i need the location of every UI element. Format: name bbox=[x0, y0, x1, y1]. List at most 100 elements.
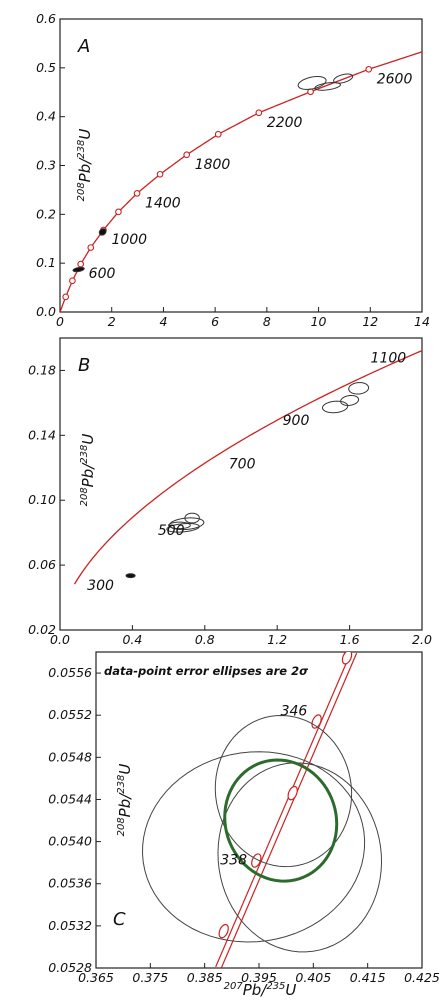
x-tick-label: 0.385 bbox=[187, 970, 223, 985]
axis-label-sup1: 208 bbox=[116, 817, 127, 836]
age-label: 500 bbox=[158, 523, 185, 539]
error-ellipse bbox=[217, 762, 383, 953]
age-marker bbox=[183, 151, 191, 159]
age-label: 1000 bbox=[111, 232, 147, 248]
y-tick-label: 0.0544 bbox=[48, 791, 92, 806]
axis-label-el1: Pb/ bbox=[243, 981, 269, 999]
y-tick-label: 0.5 bbox=[36, 60, 56, 75]
y-axis-label: 208Pb/238U bbox=[116, 764, 134, 837]
error-ellipse bbox=[333, 73, 354, 84]
x-tick-label: 1.2 bbox=[267, 632, 287, 647]
age-label: 900 bbox=[283, 413, 310, 429]
y-tick-label: 0.18 bbox=[28, 362, 56, 377]
error-ellipse bbox=[168, 521, 191, 530]
age-label: 1100 bbox=[371, 351, 407, 367]
x-tick-label: 0.425 bbox=[404, 970, 440, 985]
x-tick-label: 0.375 bbox=[132, 970, 168, 985]
plot-frame bbox=[95, 651, 423, 969]
age-label: 700 bbox=[229, 456, 256, 472]
plot-area bbox=[73, 349, 422, 585]
x-axis-label: 207Pb/235U bbox=[224, 981, 297, 999]
y-tick-label: 0.4 bbox=[36, 109, 56, 124]
y-tick-label: 0.0 bbox=[36, 304, 56, 319]
y-tick-label: 0.0532 bbox=[48, 918, 92, 933]
axis-label-sup1: 208 bbox=[76, 182, 87, 201]
age-marker bbox=[62, 293, 70, 301]
concordia-band-edge bbox=[215, 652, 352, 968]
concordia-band-edge bbox=[220, 652, 358, 968]
age-marker bbox=[218, 923, 229, 939]
y-axis-label: 208Pb/238U bbox=[76, 129, 94, 202]
error-ellipse bbox=[166, 523, 200, 533]
age-label: 2200 bbox=[267, 115, 303, 131]
age-label: 300 bbox=[87, 578, 114, 594]
panel-letter: C bbox=[113, 909, 126, 930]
y-tick-label: 0.02 bbox=[28, 622, 56, 637]
y-tick-label: 0.0528 bbox=[48, 960, 92, 975]
panel-letter: A bbox=[77, 36, 90, 57]
error-ellipse bbox=[125, 573, 136, 579]
x-tick-label: 8 bbox=[263, 314, 271, 329]
panel-c-chart: 0.365 0.375 0.385 0.395 0.405 0.415 0.425 0.052… bbox=[48, 651, 440, 999]
x-tick-label: 0.0 bbox=[50, 632, 70, 647]
x-tick-label: 0.395 bbox=[241, 970, 277, 985]
error-ellipse bbox=[98, 228, 107, 236]
axis-label-el1: Pb/ bbox=[116, 792, 134, 818]
x-tick-label: 12 bbox=[362, 314, 378, 329]
x-tick-label: 1.6 bbox=[340, 632, 360, 647]
axis-label-el2: U bbox=[79, 434, 97, 445]
age-label: 346 bbox=[281, 704, 308, 720]
x-tick-label: 0.405 bbox=[295, 970, 331, 985]
axis-label-sup1: 207 bbox=[224, 981, 244, 992]
age-marker bbox=[251, 853, 262, 868]
panel-letter: B bbox=[78, 355, 90, 376]
age-label: 1800 bbox=[195, 157, 231, 173]
axis-label-el2: U bbox=[285, 981, 296, 999]
y-tick-label: 0.3 bbox=[36, 158, 56, 173]
y-tick-label: 0.10 bbox=[28, 492, 56, 507]
axis-label-el1: Pb/ bbox=[79, 462, 97, 488]
error-ellipse bbox=[297, 76, 327, 90]
concordia-curve bbox=[73, 349, 422, 585]
x-tick-label: 6 bbox=[211, 314, 219, 329]
panel-a-chart: 0 2 4 6 8 10 12 14 0.0 0.1 0.2 0.3 0.4 0.5 0.6 600 1000 1… bbox=[36, 11, 430, 329]
age-marker bbox=[133, 189, 141, 197]
error-ellipse bbox=[169, 517, 205, 531]
y-tick-label: 0.14 bbox=[28, 427, 56, 442]
y-tick-label: 0.6 bbox=[36, 11, 56, 26]
y-tick-label: 0.0536 bbox=[48, 876, 92, 891]
x-tick-label: 14 bbox=[414, 314, 430, 329]
axis-label-el1: Pb/ bbox=[76, 157, 94, 183]
age-label: 1400 bbox=[145, 195, 181, 211]
y-tick-label: 0.2 bbox=[36, 206, 56, 221]
age-marker bbox=[341, 652, 353, 665]
x-tick-label: 0.4 bbox=[122, 632, 142, 647]
age-marker bbox=[311, 714, 322, 729]
age-label: 2600 bbox=[377, 71, 413, 87]
axis-label-el2: U bbox=[116, 764, 134, 775]
chart-note: data-point error ellipses are 2σ bbox=[104, 664, 308, 678]
x-tick-label: 10 bbox=[311, 314, 327, 329]
age-marker bbox=[365, 65, 373, 73]
age-marker bbox=[156, 170, 164, 178]
age-marker bbox=[287, 785, 298, 801]
plot-area bbox=[60, 51, 422, 312]
age-marker bbox=[214, 130, 222, 138]
age-marker bbox=[69, 277, 76, 285]
x-tick-label: 0.365 bbox=[78, 970, 114, 985]
age-marker bbox=[255, 109, 263, 117]
age-label: 600 bbox=[89, 266, 116, 282]
axis-label-sup2: 235 bbox=[266, 981, 285, 992]
age-marker bbox=[87, 244, 95, 251]
axis-label-el2: U bbox=[76, 129, 94, 140]
error-ellipse bbox=[142, 751, 366, 943]
y-axis-label: 208Pb/238U bbox=[79, 434, 97, 507]
plot-frame bbox=[59, 337, 423, 631]
axis-label-sup2: 238 bbox=[76, 140, 87, 159]
error-ellipse bbox=[223, 758, 339, 883]
panel-b-chart: 0.0 0.4 0.8 1.2 1.6 2.0 0.02 0.06 0.10 0.14 0.18 30… bbox=[28, 337, 432, 647]
y-tick-label: 0.1 bbox=[36, 255, 56, 270]
x-tick-label: 0 bbox=[56, 314, 64, 329]
error-ellipse bbox=[314, 82, 341, 91]
